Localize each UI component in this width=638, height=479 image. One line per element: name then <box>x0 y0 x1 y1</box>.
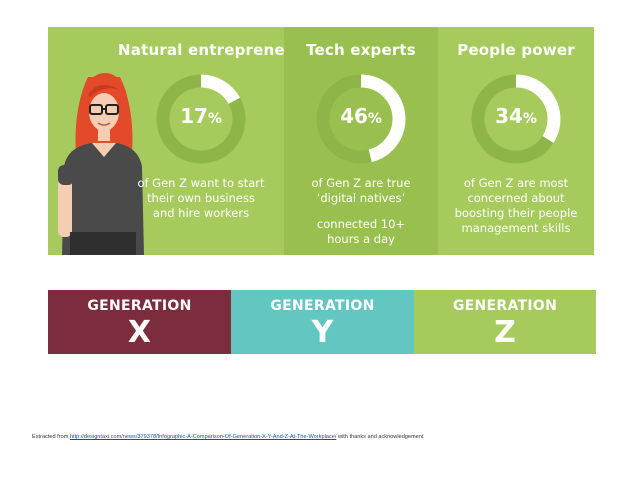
infographic: Natural entrepreneurs 17% of Gen Z want … <box>48 27 594 255</box>
percent-number: 34 <box>495 104 523 128</box>
generation-band: GENERATION X GENERATION Y GENERATION Z <box>48 290 596 354</box>
desc-line: hours a day <box>327 232 395 246</box>
percent-number: 46 <box>340 104 368 128</box>
desc-line: ‘digital natives’ <box>316 191 406 205</box>
percent-label: 17% <box>118 104 284 128</box>
donut-fill <box>316 74 406 164</box>
donut-fill <box>471 74 561 164</box>
generation-letter: Y <box>311 315 334 350</box>
generation-y-block: GENERATION Y <box>231 290 414 354</box>
donut-chart <box>471 74 561 164</box>
generation-x-block: GENERATION X <box>48 290 231 354</box>
panel-title: Natural entrepreneurs <box>118 41 313 59</box>
caption-suffix: with thanks and acknowledgement <box>336 434 424 440</box>
generation-word: GENERATION <box>270 298 375 314</box>
percent-label: 46% <box>284 104 438 128</box>
desc-line: of Gen Z are most <box>463 176 569 190</box>
panel-description: of Gen Z are most concerned about boosti… <box>438 176 594 236</box>
desc-line: their own business <box>147 191 255 205</box>
donut-chart <box>316 74 406 164</box>
desc-line: concerned about <box>467 191 565 205</box>
desc-line: of Gen Z want to start <box>137 176 265 190</box>
generation-z-block: GENERATION Z <box>414 290 596 354</box>
generation-letter: X <box>127 315 152 350</box>
desc-line: and hire workers <box>152 206 250 220</box>
source-link[interactable]: http://designtaxi.com/news/379378/Infogr… <box>69 434 337 440</box>
percent-sign: % <box>522 111 537 127</box>
percent-number: 17 <box>180 104 208 128</box>
panel-natural-entrepreneurs: Natural entrepreneurs 17% of Gen Z want … <box>118 27 313 255</box>
percent-sign: % <box>207 111 222 127</box>
generation-letter: Z <box>494 315 516 350</box>
desc-line: boosting their people <box>454 206 578 220</box>
donut-fill <box>156 74 246 164</box>
caption-prefix: Extracted from <box>32 434 70 440</box>
source-caption: Extracted from http://designtaxi.com/new… <box>32 434 423 440</box>
panel-description: of Gen Z want to start their own busines… <box>118 176 284 221</box>
percent-label: 34% <box>438 104 594 128</box>
generation-word: GENERATION <box>452 298 558 314</box>
generation-word: GENERATION <box>87 298 192 314</box>
panel-people-power: People power 34% of Gen Z are most conce… <box>438 27 594 255</box>
woman-illustration <box>58 73 144 255</box>
desc-line: management skills <box>461 221 571 235</box>
panel-title: People power <box>457 41 575 59</box>
donut-chart <box>156 74 246 164</box>
panel-tech-experts: Tech experts 46% of Gen Z are true ‘digi… <box>284 27 438 255</box>
percent-sign: % <box>367 111 382 127</box>
desc-line: of Gen Z are true <box>311 176 411 190</box>
panel-extra-description: connected 10+ hours a day <box>284 217 438 247</box>
desc-line: connected 10+ <box>316 217 406 231</box>
panel-description: of Gen Z are true ‘digital natives’ <box>284 176 438 206</box>
panel-title: Tech experts <box>306 41 416 59</box>
